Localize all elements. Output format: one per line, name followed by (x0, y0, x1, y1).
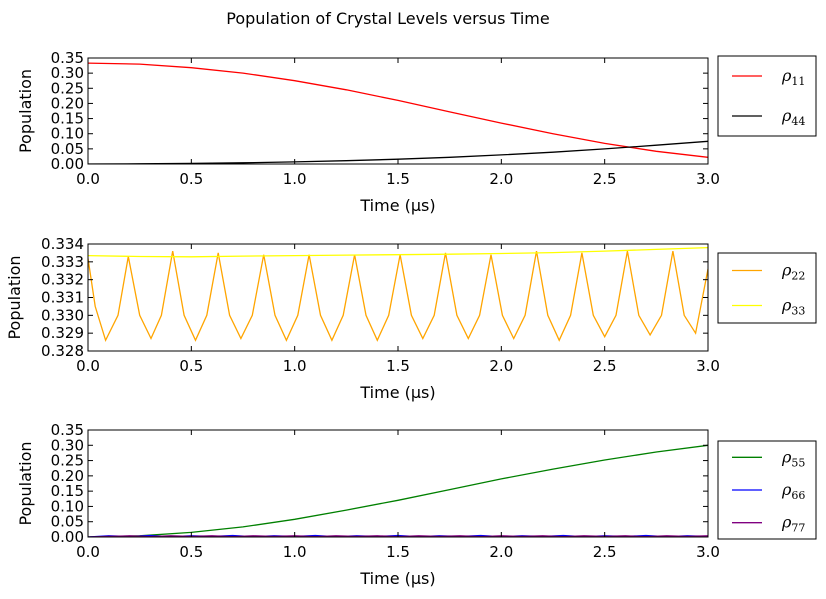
subplot-3: 0.0 0.5 1.0 1.5 2.0 2.5 3.00.000.050.100.150.2… (16, 421, 817, 588)
legend: ρ55 ρ66 ρ77 (717, 440, 817, 540)
x-tick-label: 1.0 (283, 170, 307, 188)
y-axis-label: Population (5, 255, 24, 339)
y-tick-label: 0.331 (41, 289, 84, 307)
legend-label-77: ρ77 (781, 513, 805, 535)
y-tick-label: 0.00 (51, 155, 84, 173)
y-tick-label: 0.334 (41, 235, 84, 253)
x-axis-label: Time (μs) (359, 383, 435, 402)
axes-frame (87, 429, 709, 538)
x-tick-label: 2.0 (489, 170, 513, 188)
x-tick-label: 3.0 (696, 170, 720, 188)
legend: ρ11 ρ44 (717, 55, 817, 137)
x-tick-label: 0.5 (179, 170, 203, 188)
series-line-22 (88, 250, 708, 343)
y-tick-label: 0.10 (51, 125, 84, 143)
legend-label-33: ρ33 (781, 296, 805, 318)
x-tick-label: 0.5 (179, 357, 203, 375)
y-tick-label: 0.25 (51, 79, 84, 97)
x-tick-label: 0.5 (179, 543, 203, 561)
subplot-1: 0.0 0.5 1.0 1.5 2.0 2.5 3.00.000.050.100.150.2… (16, 49, 817, 215)
series-group (88, 246, 708, 343)
y-tick-label: 0.332 (41, 271, 84, 289)
legend-label-11: ρ11 (781, 66, 805, 88)
series-line-33 (88, 246, 708, 258)
x-tick-label: 0.0 (76, 357, 100, 375)
x-tick-label: 1.5 (386, 170, 410, 188)
legend-label-22: ρ22 (781, 261, 805, 283)
x-tick-label: 1.5 (386, 357, 410, 375)
y-tick-label: 0.20 (51, 94, 84, 112)
x-tick-label: 3.0 (696, 357, 720, 375)
series-line-11 (88, 62, 708, 158)
y-tick-label: 0.05 (51, 513, 84, 531)
y-tick-label: 0.05 (51, 140, 84, 158)
series-group (88, 62, 708, 164)
subplot-2: 0.0 0.5 1.0 1.5 2.0 2.5 3.00.3280.3290.3300.33… (5, 235, 817, 402)
y-tick-label: 0.35 (51, 49, 84, 67)
figure-title: Population of Crystal Levels versus Time (226, 9, 549, 28)
x-tick-label: 1.0 (283, 543, 307, 561)
y-tick-label: 0.10 (51, 497, 84, 515)
y-tick-label: 0.20 (51, 467, 84, 485)
y-tick-label: 0.330 (41, 306, 84, 324)
y-tick-label: 0.15 (51, 110, 84, 128)
x-axis-label: Time (μs) (359, 569, 435, 588)
x-tick-label: 1.0 (283, 357, 307, 375)
y-tick-label: 0.329 (41, 324, 84, 342)
y-tick-label: 0.15 (51, 482, 84, 500)
y-tick-label: 0.00 (51, 528, 84, 546)
y-tick-label: 0.333 (41, 253, 84, 271)
x-tick-label: 0.0 (76, 170, 100, 188)
x-axis-label: Time (μs) (359, 196, 435, 215)
x-tick-label: 0.0 (76, 543, 100, 561)
legend-box (717, 55, 817, 137)
x-tick-label: 2.5 (593, 357, 617, 375)
y-tick-label: 0.328 (41, 342, 84, 360)
x-tick-label: 2.0 (489, 357, 513, 375)
series-group (88, 444, 708, 537)
y-tick-label: 0.30 (51, 436, 84, 454)
x-tick-label: 2.5 (593, 543, 617, 561)
y-axis-label: Population (16, 69, 35, 153)
x-tick-label: 3.0 (696, 543, 720, 561)
subplots: 0.0 0.5 1.0 1.5 2.0 2.5 3.00.000.050.100.150.2… (5, 49, 817, 588)
x-tick-label: 2.0 (489, 543, 513, 561)
series-line-55 (88, 444, 708, 537)
y-tick-label: 0.25 (51, 452, 84, 470)
legend-label-55: ρ55 (781, 447, 805, 469)
legend: ρ22 ρ33 (717, 252, 817, 324)
y-axis-label: Population (16, 441, 35, 525)
y-tick-label: 0.30 (51, 64, 84, 82)
legend-label-66: ρ66 (781, 480, 805, 502)
legend-box (717, 252, 817, 324)
x-tick-label: 1.5 (386, 543, 410, 561)
legend-label-44: ρ44 (781, 106, 805, 128)
y-tick-label: 0.35 (51, 421, 84, 439)
x-tick-label: 2.5 (593, 170, 617, 188)
